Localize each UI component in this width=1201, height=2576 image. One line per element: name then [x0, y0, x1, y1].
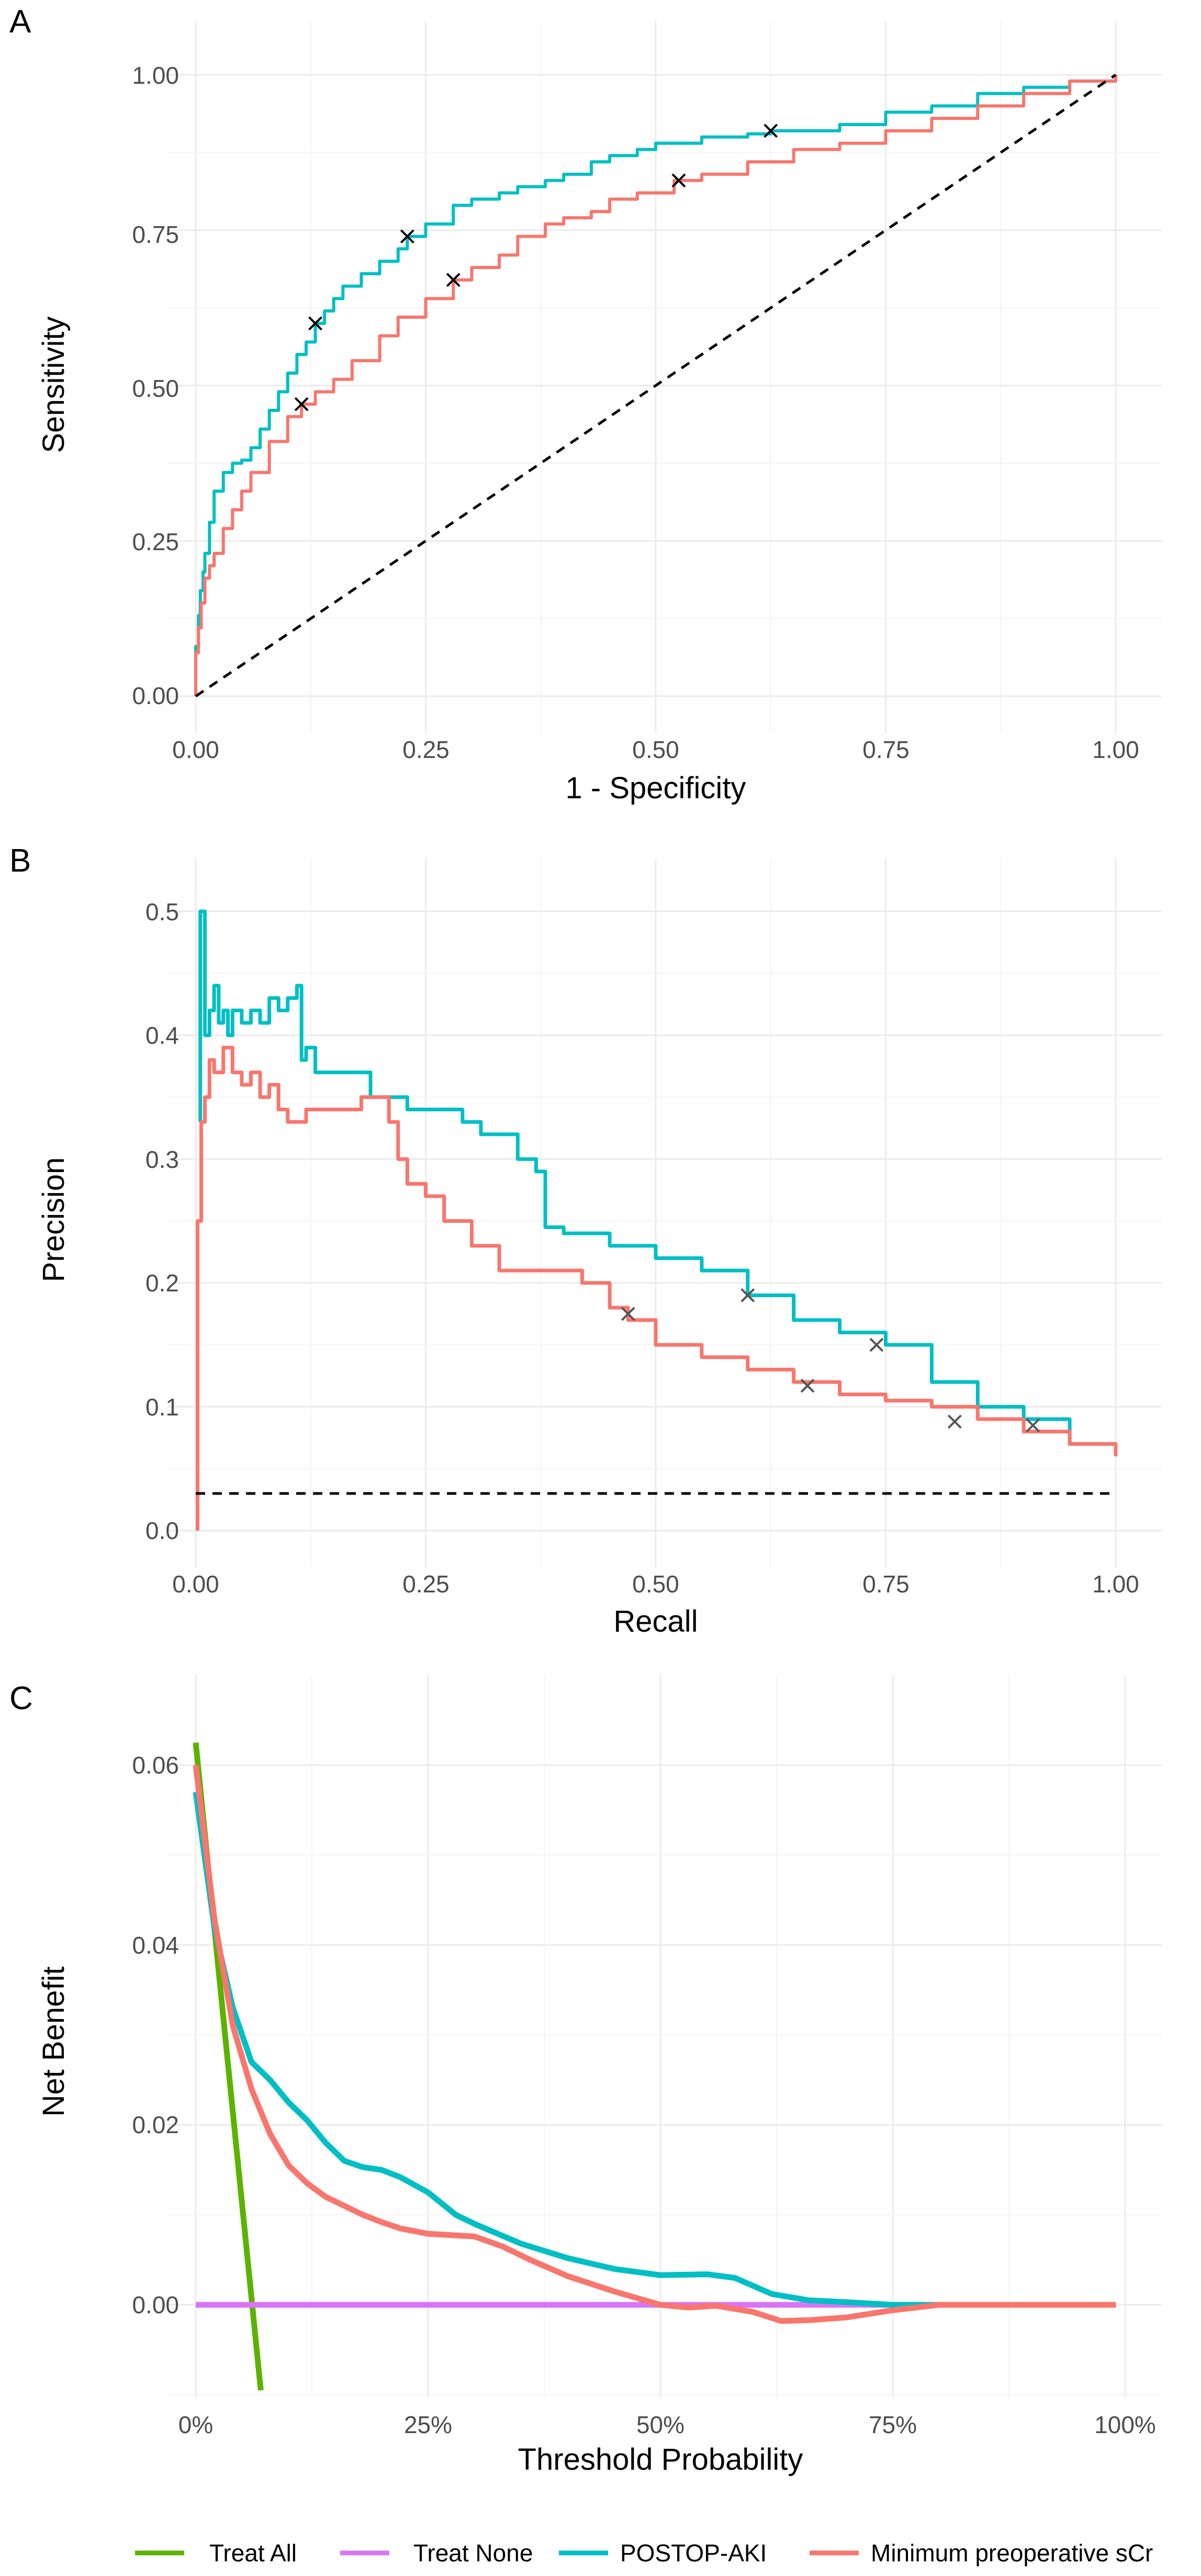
c-xtick-1: 25% — [404, 2411, 452, 2438]
b-xtick-1: 0.25 — [402, 1570, 450, 1598]
panel-a: A 0.00 0.25 0.50 0.75 1.00 0.00 0.25 0.5… — [9, 4, 1162, 805]
panel-c-label: C — [9, 1680, 33, 1716]
marker-stroke — [294, 397, 309, 411]
marker-stroke — [740, 1288, 755, 1302]
c-xtick-3: 75% — [869, 2411, 917, 2438]
panel-a-ticks: 0.00 0.25 0.50 0.75 1.00 0.00 0.25 0.50 … — [132, 62, 1139, 763]
b-y-axis-label: Precision — [37, 1157, 71, 1283]
panel-b-series — [196, 909, 1118, 1531]
threshold-marker — [1026, 1418, 1040, 1433]
a-y-axis-label: Sensitivity — [37, 316, 71, 453]
b-xtick-2: 0.50 — [632, 1570, 679, 1598]
legend-label-treat-none: Treat None — [413, 2539, 533, 2567]
b-ytick-5: 0.5 — [145, 898, 179, 925]
c-x-axis-label: Threshold Probability — [518, 2443, 803, 2477]
a-x-axis-label: 1 - Specificity — [566, 771, 746, 805]
c-ytick-3: 0.06 — [132, 1752, 179, 1779]
marker-stroke — [308, 316, 322, 331]
b-ytick-3: 0.3 — [145, 1146, 179, 1173]
b-xtick-3: 0.75 — [862, 1570, 910, 1598]
panel-a-label: A — [9, 4, 31, 40]
c-xtick-4: 100% — [1094, 2411, 1156, 2438]
a-xtick-1: 0.25 — [402, 736, 450, 763]
marker-stroke — [764, 124, 778, 138]
panel-b-label: B — [9, 843, 31, 879]
series-line-chance — [195, 73, 1117, 698]
threshold-marker — [446, 273, 461, 287]
panel-a-grid — [167, 21, 1162, 733]
panel-c-series — [193, 1742, 1116, 2391]
legend-label-min-preop-scr: Minimum preoperative sCr — [871, 2539, 1153, 2567]
b-x-axis-label: Recall — [613, 1604, 698, 1638]
marker-stroke — [947, 1414, 962, 1429]
legend-label-postop-aki: POSTOP-AKI — [620, 2539, 767, 2567]
series-line-postop-aki — [198, 909, 1118, 1457]
threshold-marker — [294, 397, 309, 411]
c-xtick-2: 50% — [636, 2411, 684, 2438]
legend: Treat All Treat None POSTOP-AKI Minimum … — [135, 2539, 1153, 2567]
panel-c-grid — [167, 1675, 1162, 2397]
threshold-marker — [869, 1337, 884, 1352]
a-xtick-2: 0.50 — [632, 736, 679, 763]
series-line-postop-aki — [193, 1791, 1116, 2308]
a-xtick-3: 0.75 — [862, 736, 910, 763]
series-line-minimum-preoperative-scr — [196, 1045, 1118, 1531]
panel-b-grid — [167, 858, 1162, 1568]
panel-c-ticks: 0.00 0.02 0.04 0.06 0% 25% 50% 75% 100% — [132, 1752, 1155, 2438]
threshold-marker — [308, 316, 322, 331]
threshold-marker — [764, 124, 778, 138]
threshold-marker — [621, 1307, 635, 1321]
marker-stroke — [621, 1307, 635, 1321]
a-ytick-1: 0.25 — [132, 528, 179, 555]
threshold-marker — [800, 1378, 815, 1393]
a-xtick-0: 0.00 — [172, 736, 219, 763]
threshold-marker — [740, 1288, 755, 1302]
c-ytick-2: 0.04 — [132, 1932, 179, 1959]
a-ytick-4: 1.00 — [132, 62, 179, 89]
c-y-axis-label: Net Benefit — [37, 1967, 71, 2117]
series-line-minimum-preoperative-scr — [194, 75, 1117, 696]
series-line-minimum-preoperative-scr — [193, 1765, 1116, 2324]
a-ytick-3: 0.75 — [132, 221, 179, 248]
marker-stroke — [400, 229, 414, 244]
legend-label-treat-all: Treat All — [209, 2539, 297, 2567]
threshold-marker — [400, 229, 414, 244]
panel-a-series — [194, 73, 1117, 698]
marker-stroke — [446, 273, 461, 287]
marker-stroke — [869, 1337, 884, 1352]
marker-stroke — [1026, 1418, 1040, 1433]
marker-stroke — [800, 1378, 815, 1393]
threshold-marker — [947, 1414, 962, 1429]
c-ytick-0: 0.00 — [132, 2291, 179, 2318]
b-ytick-1: 0.1 — [145, 1393, 179, 1421]
b-xtick-0: 0.00 — [172, 1570, 219, 1598]
c-ytick-1: 0.02 — [132, 2111, 179, 2138]
b-ytick-4: 0.4 — [145, 1022, 179, 1049]
b-ytick-2: 0.2 — [145, 1269, 179, 1297]
a-ytick-0: 0.00 — [132, 682, 179, 709]
threshold-marker — [671, 173, 686, 188]
c-xtick-0: 0% — [178, 2411, 213, 2438]
panel-b: B 0.0 0.1 0.2 0.3 0.4 0.5 0.00 0.25 0.50… — [9, 843, 1162, 1638]
a-xtick-4: 1.00 — [1092, 736, 1139, 763]
marker-stroke — [671, 173, 686, 188]
panel-b-ticks: 0.0 0.1 0.2 0.3 0.4 0.5 0.00 0.25 0.50 0… — [145, 898, 1139, 1598]
b-xtick-4: 1.00 — [1092, 1570, 1139, 1598]
a-ytick-2: 0.50 — [132, 375, 179, 402]
panel-c: C 0.00 0.02 0.04 0.06 0% 25% 50% 75% 100… — [9, 1675, 1162, 2477]
b-ytick-0: 0.0 — [145, 1517, 179, 1544]
